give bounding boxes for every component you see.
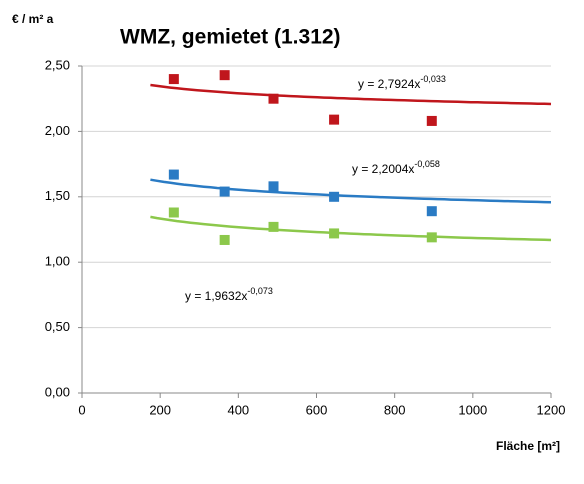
data-point — [329, 114, 340, 125]
trend-equation: y = 2,2004x-0,058 — [352, 159, 440, 176]
x-tick-label: 1200 — [537, 402, 566, 417]
x-tick-label: 600 — [306, 402, 328, 417]
equation-exponent: -0,033 — [420, 74, 446, 84]
data-point — [168, 169, 179, 180]
data-point — [268, 221, 279, 232]
equation-base: y = 2,7924x — [358, 77, 420, 91]
x-tick-label: 1000 — [458, 402, 487, 417]
data-point — [219, 186, 230, 197]
data-point — [219, 234, 230, 245]
trend-line — [150, 215, 552, 242]
equation-exponent: -0,058 — [414, 159, 440, 169]
equation-base: y = 1,9632x — [185, 289, 247, 303]
trend-equation: y = 1,9632x-0,073 — [185, 286, 273, 303]
data-point — [426, 115, 437, 126]
data-point — [329, 228, 340, 239]
data-point — [268, 181, 279, 192]
y-axis-title: € / m² a — [12, 12, 54, 26]
x-tick-label: 800 — [384, 402, 406, 417]
y-tick-label: 0,50 — [45, 319, 70, 334]
data-point — [268, 93, 279, 104]
data-point — [168, 74, 179, 85]
x-tick-label: 0 — [78, 402, 85, 417]
data-point — [329, 191, 340, 202]
y-tick-label: 2,50 — [45, 57, 70, 72]
y-tick-label: 1,50 — [45, 188, 70, 203]
y-tick-label: 1,00 — [45, 254, 70, 269]
data-point — [426, 232, 437, 243]
x-axis-title: Fläche [m²] — [496, 439, 560, 453]
data-point — [426, 206, 437, 217]
x-tick-label: 200 — [149, 402, 171, 417]
data-point — [168, 207, 179, 218]
equation-exponent: -0,073 — [247, 286, 273, 296]
data-point — [219, 70, 230, 81]
trend-equation: y = 2,7924x-0,033 — [358, 74, 446, 91]
trend-line — [150, 83, 552, 106]
x-tick-label: 400 — [227, 402, 249, 417]
chart-title: WMZ, gemietet (1.312) — [120, 26, 341, 49]
equation-base: y = 2,2004x — [352, 162, 414, 176]
y-tick-label: 0,00 — [45, 384, 70, 399]
y-tick-label: 2,00 — [45, 123, 70, 138]
trend-line — [150, 178, 552, 204]
